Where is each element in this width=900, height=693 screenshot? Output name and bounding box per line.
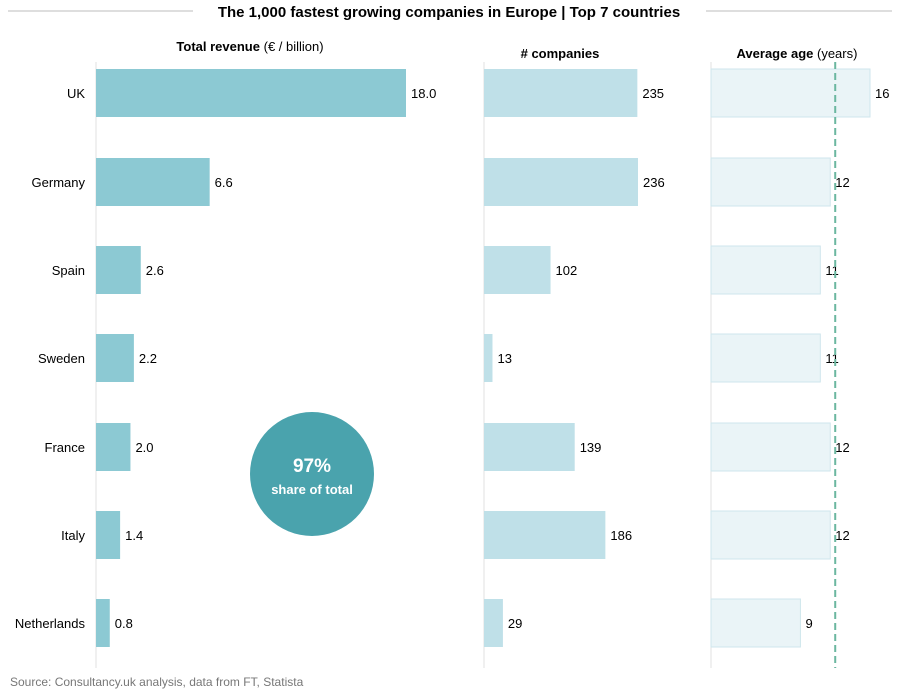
category-label-germany: Germany <box>32 175 86 190</box>
companies-bar-france <box>484 423 575 471</box>
age-bar-sweden <box>710 333 821 383</box>
revenue-bar-germany <box>96 158 210 206</box>
panel-title-companies: # companies <box>521 46 600 61</box>
companies-bar-netherlands <box>484 599 503 647</box>
revenue-bar-spain <box>96 246 141 294</box>
revenue-value-label-spain: 2.6 <box>146 263 164 278</box>
category-label-sweden: Sweden <box>38 351 85 366</box>
companies-value-label-sweden: 13 <box>497 351 511 366</box>
age-value-label-spain: 11 <box>825 263 839 278</box>
age-bar-uk <box>710 68 871 118</box>
category-label-spain: Spain <box>52 263 85 278</box>
category-label-netherlands: Netherlands <box>15 616 86 631</box>
age-value-label-germany: 12 <box>835 175 849 190</box>
companies-value-label-spain: 102 <box>556 263 578 278</box>
source-note: Source: Consultancy.uk analysis, data fr… <box>10 675 304 689</box>
revenue-value-label-italy: 1.4 <box>125 528 143 543</box>
chart-marks: 18.0 UK 6.6 Germany 2.6 Spain 2.2 Sweden 2.0 Fran… <box>15 62 889 668</box>
age-bar-france <box>710 422 831 472</box>
category-label-uk: UK <box>67 86 85 101</box>
age-bar-netherlands <box>710 598 801 648</box>
companies-value-label-netherlands: 29 <box>508 616 522 631</box>
age-value-label-uk: 16 <box>875 86 889 101</box>
companies-bar-spain <box>484 246 551 294</box>
revenue-value-label-sweden: 2.2 <box>139 351 157 366</box>
companies-value-label-uk: 235 <box>642 86 664 101</box>
age-bar-italy <box>710 510 831 560</box>
share-badge-value: 97% <box>293 456 331 477</box>
revenue-value-label-uk: 18.0 <box>411 86 436 101</box>
category-label-france: France <box>45 440 85 455</box>
share-badge-circle <box>250 412 374 536</box>
age-value-label-italy: 12 <box>835 528 849 543</box>
share-badge: 97% share of total <box>250 412 374 536</box>
revenue-value-label-germany: 6.6 <box>215 175 233 190</box>
chart-title: The 1,000 fastest growing companies in E… <box>218 4 680 21</box>
companies-value-label-france: 139 <box>580 440 602 455</box>
age-value-label-netherlands: 9 <box>805 616 812 631</box>
revenue-bar-uk <box>96 69 406 117</box>
companies-value-label-germany: 236 <box>643 175 665 190</box>
panel-title-age: Average age (years) <box>737 46 858 61</box>
revenue-bar-sweden <box>96 334 134 382</box>
revenue-value-label-netherlands: 0.8 <box>115 616 133 631</box>
revenue-value-label-france: 2.0 <box>135 440 153 455</box>
age-value-label-france: 12 <box>835 440 849 455</box>
companies-bar-uk <box>484 69 638 117</box>
panel-title-revenue: Total revenue (€ / billion) <box>176 39 323 54</box>
companies-bar-italy <box>484 511 606 559</box>
companies-value-label-italy: 186 <box>610 528 632 543</box>
companies-bar-sweden <box>484 334 493 382</box>
age-value-label-sweden: 11 <box>825 351 839 366</box>
category-label-italy: Italy <box>61 528 85 543</box>
revenue-bar-netherlands <box>96 599 110 647</box>
age-bar-germany <box>710 157 831 207</box>
share-badge-label: share of total <box>271 482 353 497</box>
companies-bar-germany <box>484 158 638 206</box>
age-bar-spain <box>710 245 821 295</box>
revenue-bar-france <box>96 423 131 471</box>
revenue-bar-italy <box>96 511 121 559</box>
